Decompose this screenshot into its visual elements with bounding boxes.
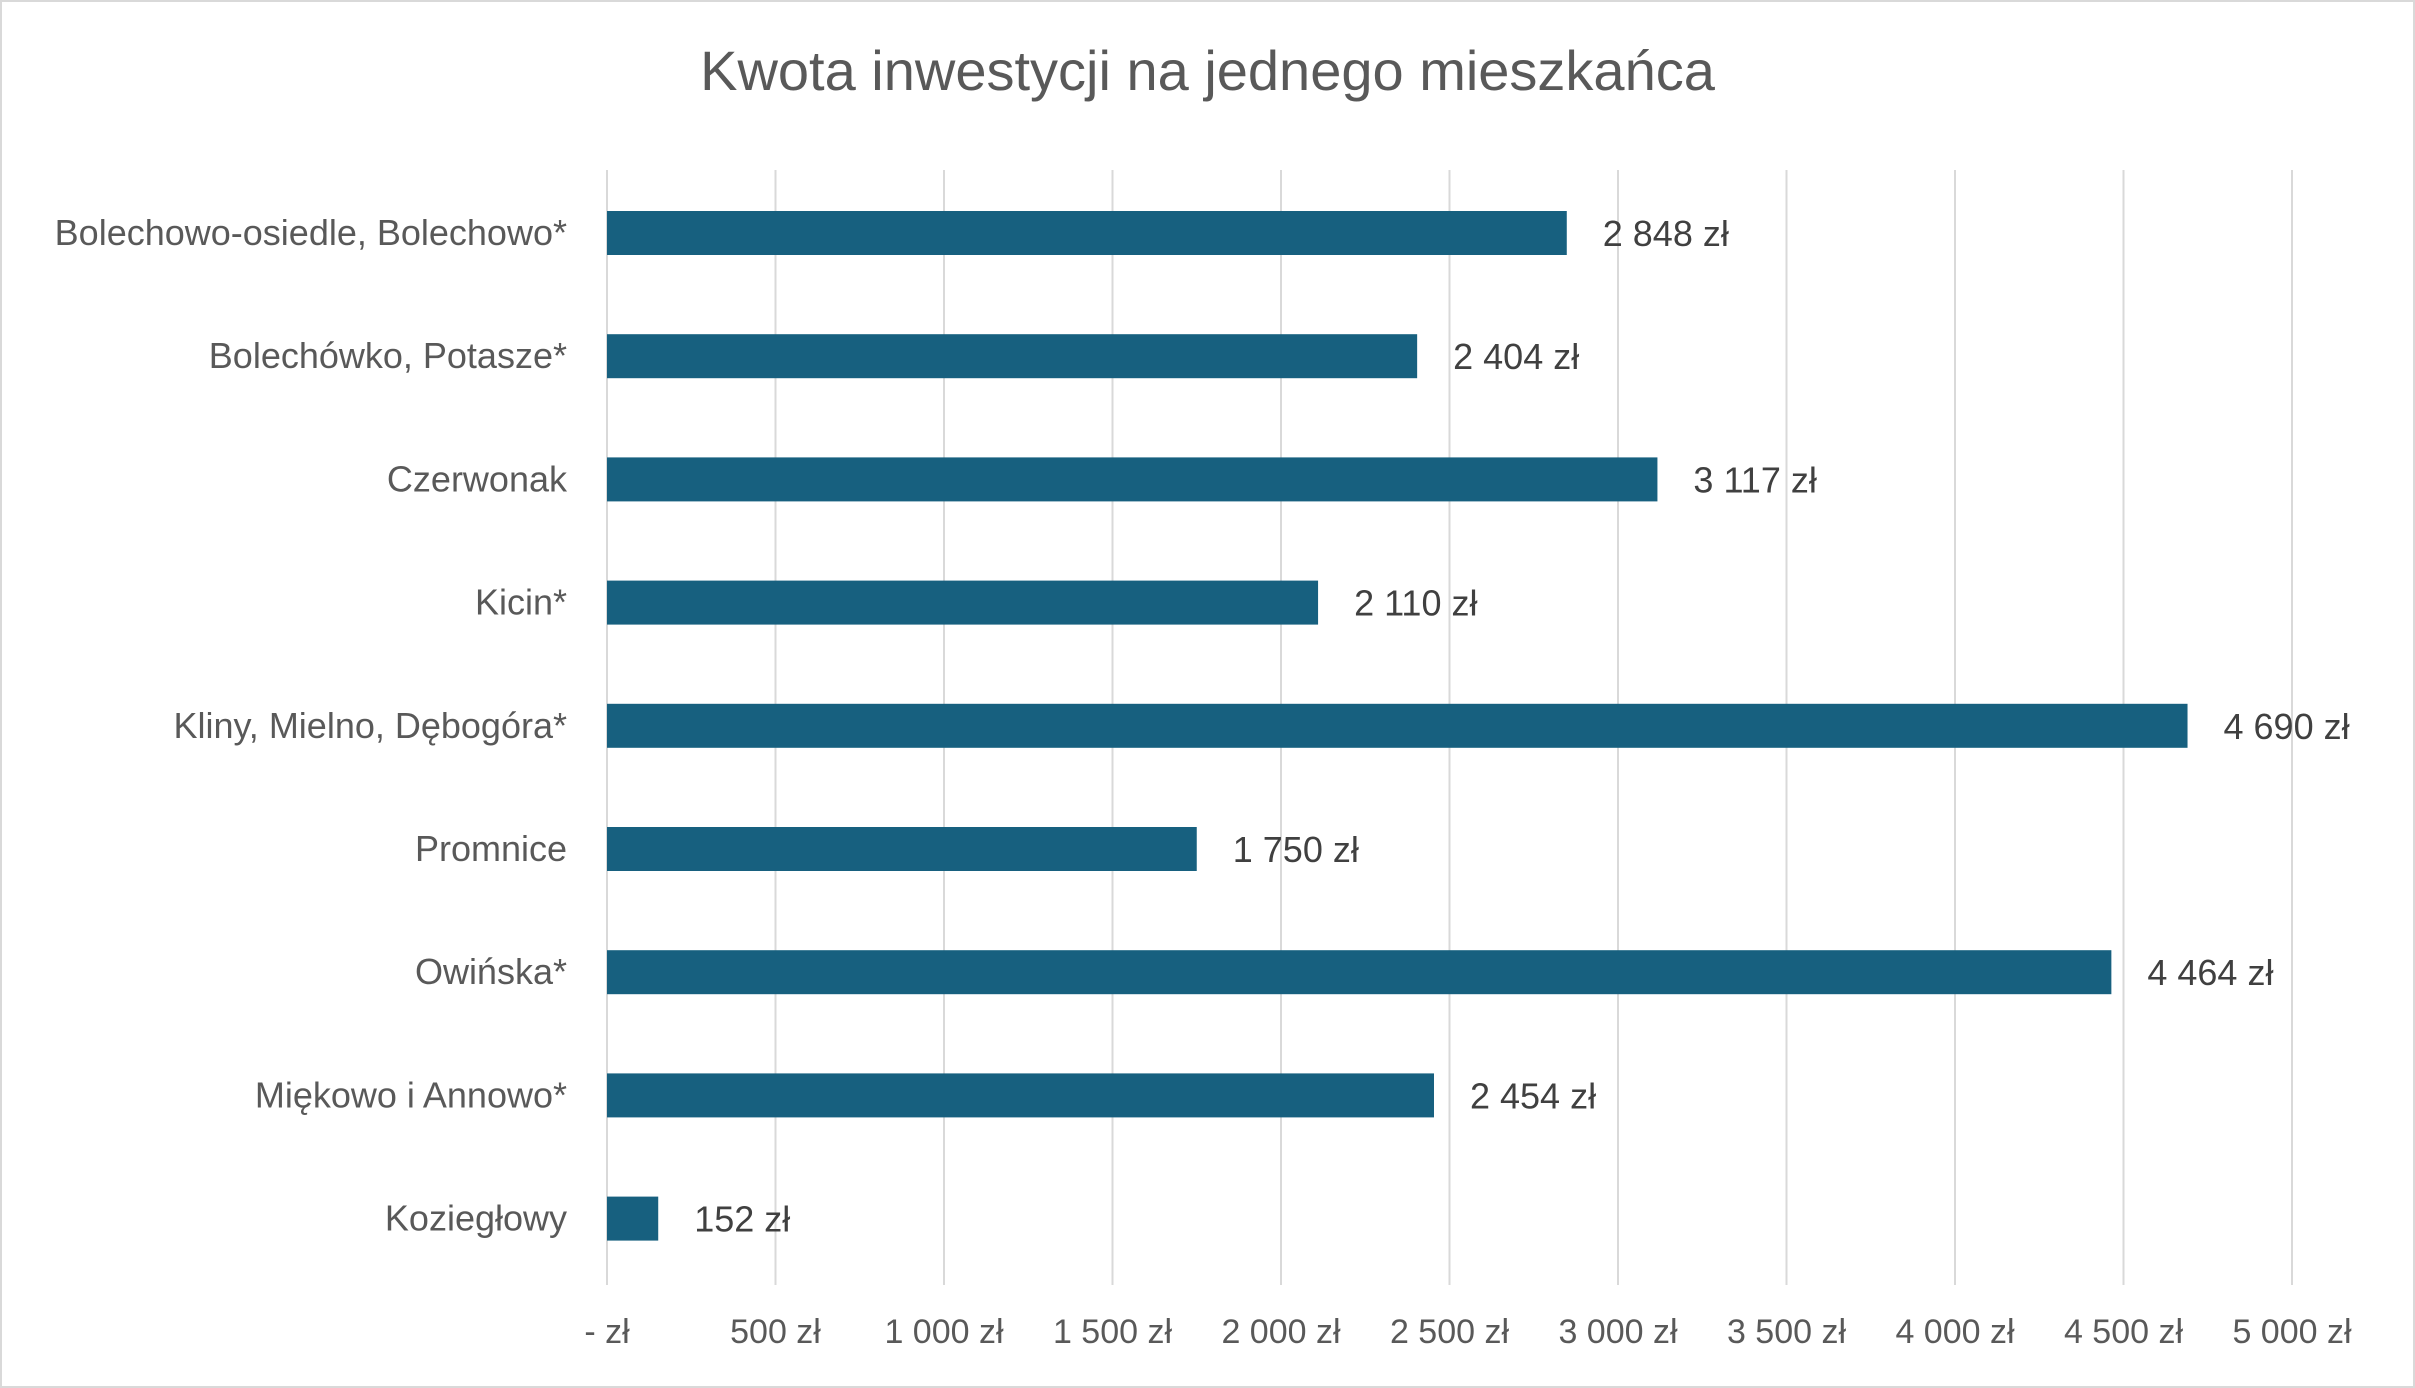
bar [607, 334, 1418, 379]
labels: - zł 500 zł 1 000 zł 1 500 zł 2 000 zł 2 500 … [55, 212, 2352, 1351]
category-label: Promnice [415, 828, 567, 869]
x-tick-label: 3 000 zł [1558, 1313, 1678, 1351]
data-label: 4 464 zł [2147, 952, 2273, 993]
data-label: 3 117 zł [1693, 459, 1816, 500]
x-tick-label: - zł [584, 1313, 630, 1351]
x-tick-label: 3 500 zł [1727, 1313, 1847, 1351]
x-tick-label: 5 000 zł [2232, 1313, 2352, 1351]
category-label: Owińska* [415, 951, 567, 992]
bar [607, 1073, 1434, 1118]
bar [607, 580, 1319, 625]
bars [607, 211, 2188, 1241]
bar [607, 1196, 659, 1241]
category-label: Kliny, Mielno, Dębogóra* [173, 705, 567, 746]
bar [607, 950, 2112, 995]
category-label: Kicin* [475, 582, 567, 623]
data-label: 2 404 zł [1453, 336, 1579, 377]
data-label: 4 690 zł [2224, 706, 2350, 747]
data-label: 2 454 zł [1470, 1075, 1596, 1116]
chart-title: Kwota inwestycji na jednego mieszkańca [700, 39, 1715, 102]
category-label: Bolechówko, Potasze* [209, 335, 567, 376]
category-label: Miękowo i Annowo* [255, 1074, 567, 1115]
bar [607, 827, 1197, 871]
x-tick-label: 1 000 zł [884, 1313, 1004, 1351]
bar [607, 703, 2188, 748]
data-label: 2 110 zł [1354, 583, 1477, 624]
bar [607, 457, 1658, 502]
x-tick-label: 4 000 zł [1895, 1313, 2015, 1351]
x-tick-label: 1 500 zł [1053, 1313, 1173, 1351]
category-label: Czerwonak [387, 458, 568, 499]
category-label: Bolechowo-osiedle, Bolechowo* [55, 212, 567, 253]
bar [607, 211, 1567, 255]
x-tick-label: 2 500 zł [1390, 1313, 1510, 1351]
data-label: 152 zł [694, 1199, 790, 1240]
x-tick-label: 500 zł [730, 1313, 821, 1351]
category-label: Koziegłowy [385, 1198, 567, 1239]
data-label: 2 848 zł [1603, 213, 1729, 254]
x-tick-label: 4 500 zł [2064, 1313, 2184, 1351]
x-tick-label: 2 000 zł [1221, 1313, 1341, 1351]
data-label: 1 750 zł [1233, 829, 1359, 870]
